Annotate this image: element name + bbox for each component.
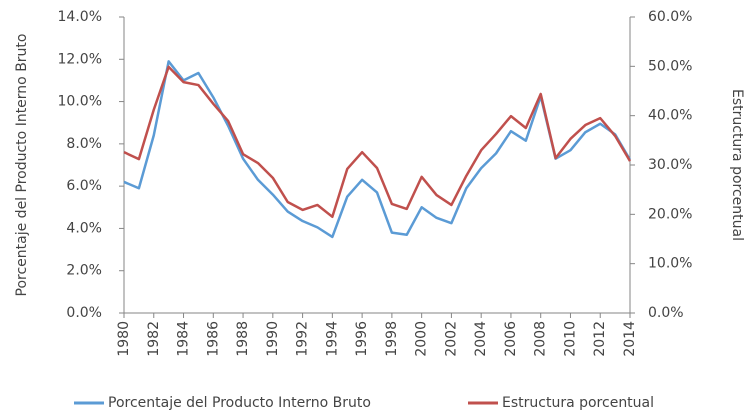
x-tick-label: 1996 (354, 321, 370, 357)
y-tick-label: 12.0% (58, 51, 102, 67)
x-tick-label: 1988 (235, 321, 251, 357)
y-axis-title: Porcentaje del Producto Interno Bruto (14, 34, 30, 297)
y2-tick-label: 40.0% (648, 108, 692, 124)
y2-tick-label: 30.0% (648, 157, 692, 173)
y2-axis-title: Estructura porcentual (729, 89, 745, 241)
legend-label: Estructura porcentual (502, 395, 654, 411)
x-tick-label: 2006 (503, 321, 519, 357)
x-tick-label: 1982 (146, 321, 162, 357)
x-tick-label: 1984 (176, 321, 192, 357)
y-tick-label: 10.0% (58, 94, 102, 110)
x-tick-label: 1990 (265, 321, 281, 357)
y2-tick-label: 20.0% (648, 206, 692, 222)
x-tick-label: 2000 (414, 321, 430, 357)
y2-tick-label: 60.0% (648, 9, 692, 25)
x-tick-label: 1980 (116, 321, 132, 357)
series-line (123, 65, 632, 219)
y-tick-label: 14.0% (58, 9, 102, 25)
x-tick-label: 2008 (533, 321, 549, 357)
x-tick-label: 2012 (592, 321, 608, 357)
x-tick-label: 2010 (562, 321, 578, 357)
x-tick-label: 2004 (473, 321, 489, 357)
y2-tick-label: 50.0% (648, 58, 692, 74)
y2-tick-label: 0.0% (648, 305, 684, 321)
x-tick-label: 1986 (205, 321, 221, 357)
y-tick-label: 0.0% (66, 305, 102, 321)
y-tick-label: 6.0% (66, 178, 102, 194)
x-tick-label: 1994 (324, 321, 340, 357)
x-tick-label: 1998 (384, 321, 400, 357)
legend-label: Porcentaje del Producto Interno Bruto (108, 395, 371, 411)
x-tick-label: 2002 (443, 321, 459, 357)
y2-tick-label: 10.0% (648, 256, 692, 272)
x-tick-label: 2014 (622, 321, 638, 357)
y-tick-label: 2.0% (66, 263, 102, 279)
y-tick-label: 4.0% (66, 220, 102, 236)
x-tick-label: 1992 (295, 321, 311, 357)
y-tick-label: 8.0% (66, 136, 102, 152)
